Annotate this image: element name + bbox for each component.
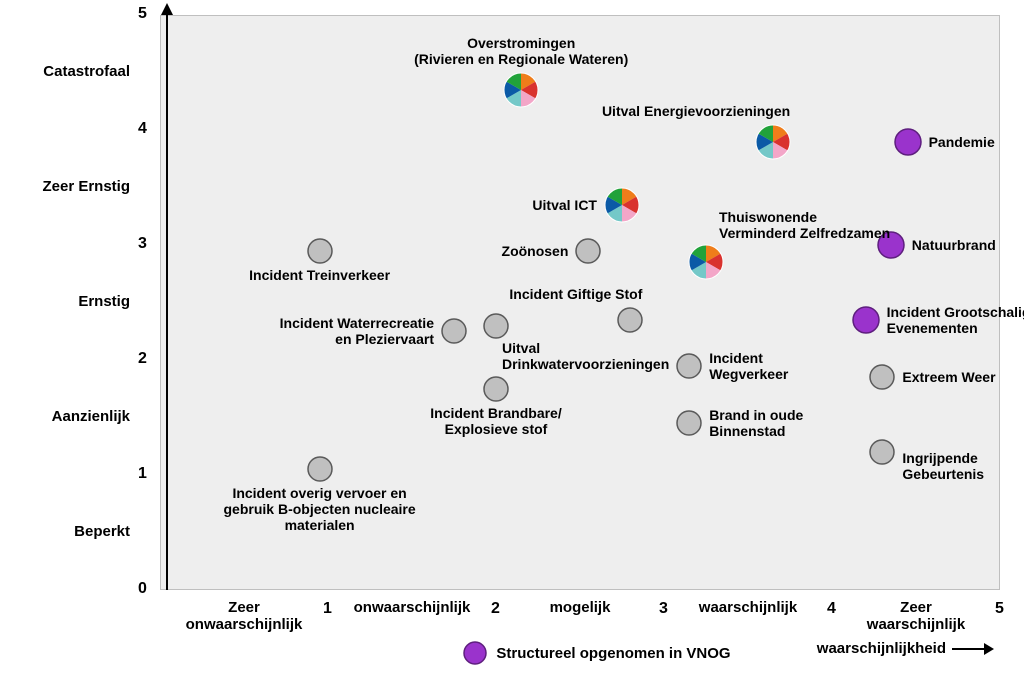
data-point — [851, 305, 881, 335]
data-point-label: Thuiswonende Verminderd Zelfredzamen — [719, 209, 890, 241]
x-tick-number: 2 — [491, 600, 500, 618]
y-tick-label: Beperkt — [74, 524, 130, 541]
data-point-label: Ingrijpende Gebeurtenis — [902, 450, 984, 482]
x-tick-number: 1 — [323, 600, 332, 618]
risk-scatter-chart: 0 1 2 3 4 5 Beperkt Aanzienlijk Ernstig Zeer Erns… — [0, 0, 1024, 688]
data-point — [440, 317, 468, 345]
data-point-label: Pandemie — [929, 134, 995, 150]
data-point-label: Incident Treinverkeer — [200, 267, 440, 283]
data-point — [603, 186, 641, 224]
data-point-label: Overstromingen (Rivieren en Regionale Wa… — [381, 35, 661, 67]
y-tick-label: Ernstig — [78, 294, 130, 311]
data-point-label: Brand in oude Binnenstad — [709, 407, 803, 439]
x-tick-label: Zeer onwaarschijnlijk — [169, 600, 319, 633]
x-axis-title-text: waarschijnlijkheid — [817, 640, 946, 657]
data-point-label: Uitval Energievoorzieningen — [602, 103, 790, 119]
data-point-label: Incident Waterrecreatie en Pleziervaart — [280, 315, 434, 347]
data-point-label: Incident Wegverkeer — [709, 350, 788, 382]
y-tick-label: Catastrofaal — [43, 64, 130, 81]
legend: Structureel opgenomen in VNOG — [462, 640, 730, 666]
y-axis — [166, 11, 168, 590]
data-point-label: Extreem Weer — [902, 369, 995, 385]
x-tick-label: waarschijnlijk — [673, 600, 823, 617]
data-point — [687, 243, 725, 281]
data-point — [502, 71, 540, 109]
y-tick-label: Zeer Ernstig — [42, 179, 130, 196]
y-tick-number: 3 — [138, 235, 147, 253]
data-point — [616, 306, 644, 334]
y-tick-number: 2 — [138, 350, 147, 368]
data-point — [868, 438, 896, 466]
x-tick-number: 4 — [827, 600, 836, 618]
data-point — [306, 237, 334, 265]
data-point-label: Uitval ICT — [532, 197, 597, 213]
x-tick-number: 3 — [659, 600, 668, 618]
x-axis-title: waarschijnlijkheid — [817, 640, 994, 657]
y-tick-number: 4 — [138, 120, 147, 138]
data-point — [574, 237, 602, 265]
data-point-label: Natuurbrand — [912, 237, 996, 253]
x-tick-label: mogelijk — [505, 600, 655, 617]
data-point — [868, 363, 896, 391]
data-point — [482, 312, 510, 340]
data-point — [675, 409, 703, 437]
x-tick-label: Zeer waarschijnlijk — [841, 600, 991, 633]
data-point — [306, 455, 334, 483]
data-point-label: Incident Grootschalige Evenementen — [887, 304, 1024, 336]
y-tick-number: 1 — [138, 465, 147, 483]
x-tick-number: 5 — [995, 600, 1004, 618]
legend-text: Structureel opgenomen in VNOG — [496, 645, 730, 662]
data-point — [482, 375, 510, 403]
data-point-label: Incident overig vervoer en gebruik B-obj… — [200, 485, 440, 533]
data-point — [893, 127, 923, 157]
y-axis-arrow — [161, 3, 173, 15]
data-point-label: Uitval Drinkwatervoorzieningen — [502, 340, 669, 372]
y-tick-label: Aanzienlijk — [52, 409, 130, 426]
y-tick-number: 5 — [138, 5, 147, 23]
data-point-label: Incident Giftige Stof — [509, 286, 642, 302]
y-tick-number: 0 — [138, 580, 147, 598]
data-point — [675, 352, 703, 380]
data-point-label: Zoönosen — [502, 243, 569, 259]
data-point-label: Incident Brandbare/ Explosieve stof — [376, 405, 616, 437]
x-tick-label: onwaarschijnlijk — [337, 600, 487, 617]
data-point — [754, 123, 792, 161]
